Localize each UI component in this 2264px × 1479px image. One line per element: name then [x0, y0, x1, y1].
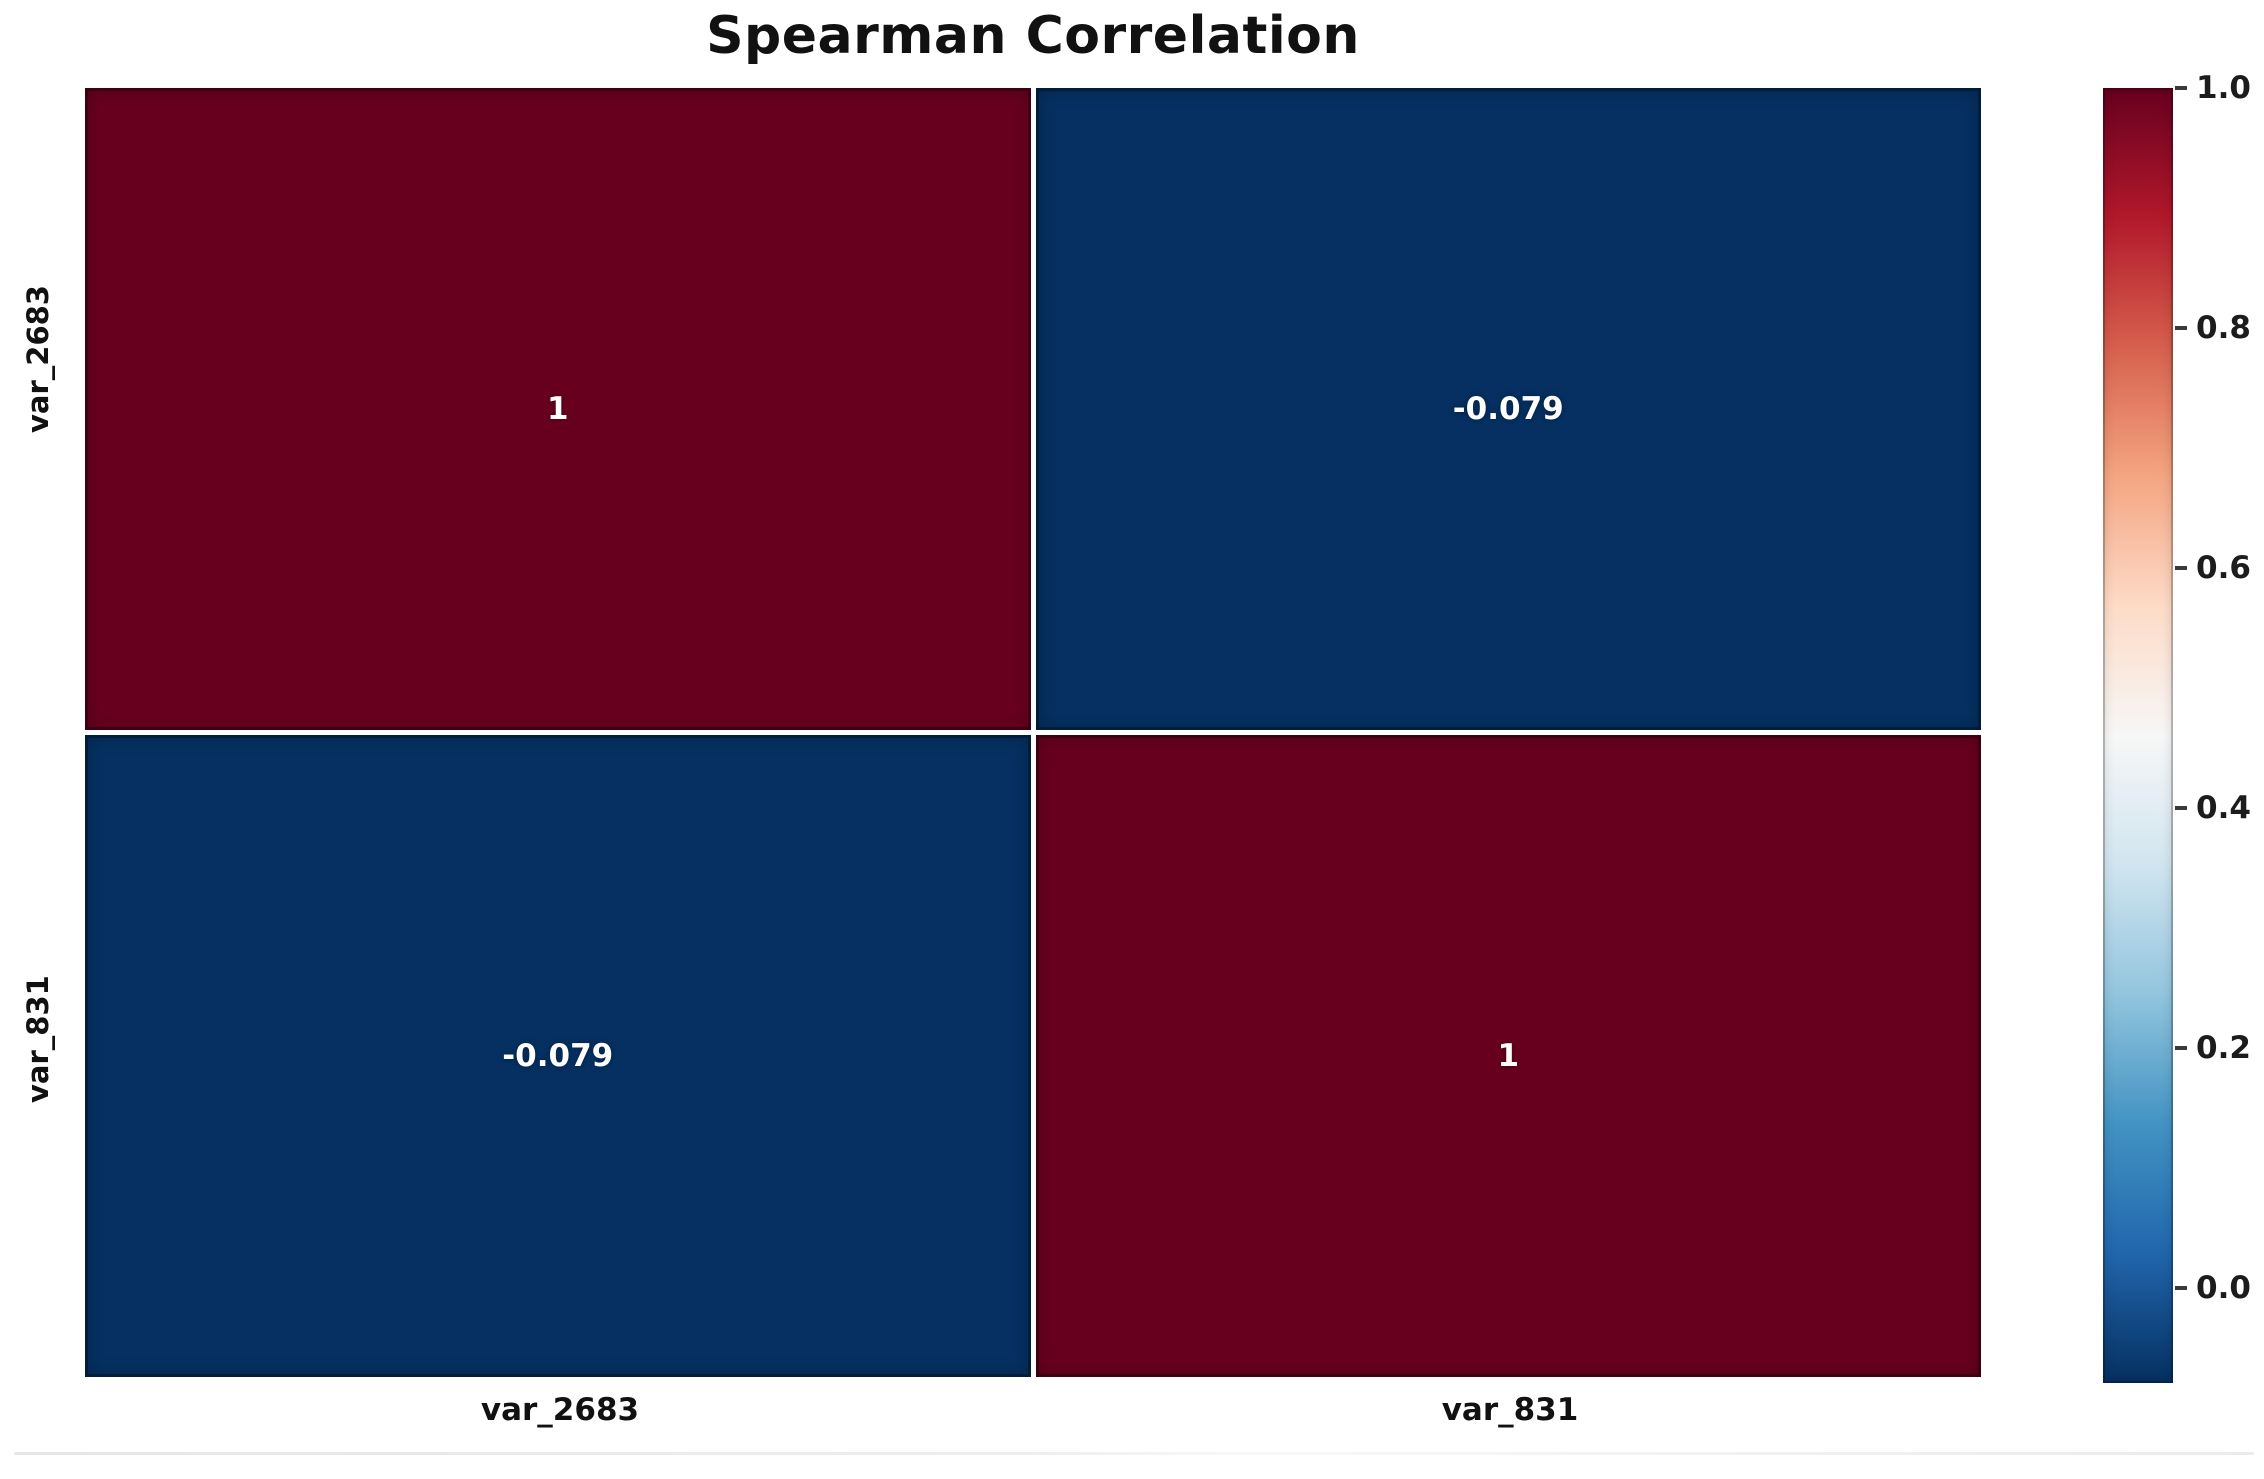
- heatmap-cell-var_831-var_2683: -0.079: [85, 735, 1031, 1377]
- colorbar-tick-label: 0.4: [2196, 790, 2251, 827]
- colorbar-tick-mark: [2175, 1046, 2187, 1051]
- colorbar-tick-mark: [2175, 566, 2187, 571]
- colorbar-tick-label: 1.0: [2196, 70, 2251, 106]
- y-axis-tick-label-row0: var_2683: [21, 285, 55, 433]
- cell-value-label: -0.079: [1452, 391, 1564, 427]
- heatmap-cell-var_2683-var_2683: 1: [85, 88, 1031, 730]
- heatmap-grid: 1 -0.079 -0.079 1: [85, 88, 1981, 1377]
- colorbar-tick-label: 0.2: [2196, 1030, 2251, 1067]
- cell-value-label: 1: [546, 391, 569, 427]
- x-axis-tick-label-col1: var_831: [1441, 1392, 1579, 1428]
- colorbar-tick-label: 0.8: [2196, 310, 2251, 347]
- cell-value-label: -0.079: [502, 1038, 614, 1074]
- y-axis-tick-label-row1: var_831: [21, 975, 55, 1103]
- chart-title: Spearman Correlation: [706, 6, 1360, 66]
- cell-value-label: 1: [1497, 1038, 1520, 1074]
- colorbar-tick-mark: [2175, 806, 2187, 811]
- bottom-divider: [14, 1452, 2254, 1455]
- heatmap-cell-var_2683-var_831: -0.079: [1035, 88, 1981, 730]
- colorbar-tick-mark: [2175, 326, 2187, 331]
- colorbar-tick-label: 0.0: [2196, 1270, 2251, 1307]
- x-axis-tick-label-col0: var_2683: [480, 1392, 640, 1428]
- colorbar-tick-label: 0.6: [2196, 550, 2251, 587]
- colorbar: [2103, 88, 2173, 1383]
- heatmap-cell-var_831-var_831: 1: [1035, 735, 1981, 1377]
- colorbar-tick-mark: [2175, 1286, 2187, 1291]
- colorbar-tick-mark: [2175, 86, 2187, 90]
